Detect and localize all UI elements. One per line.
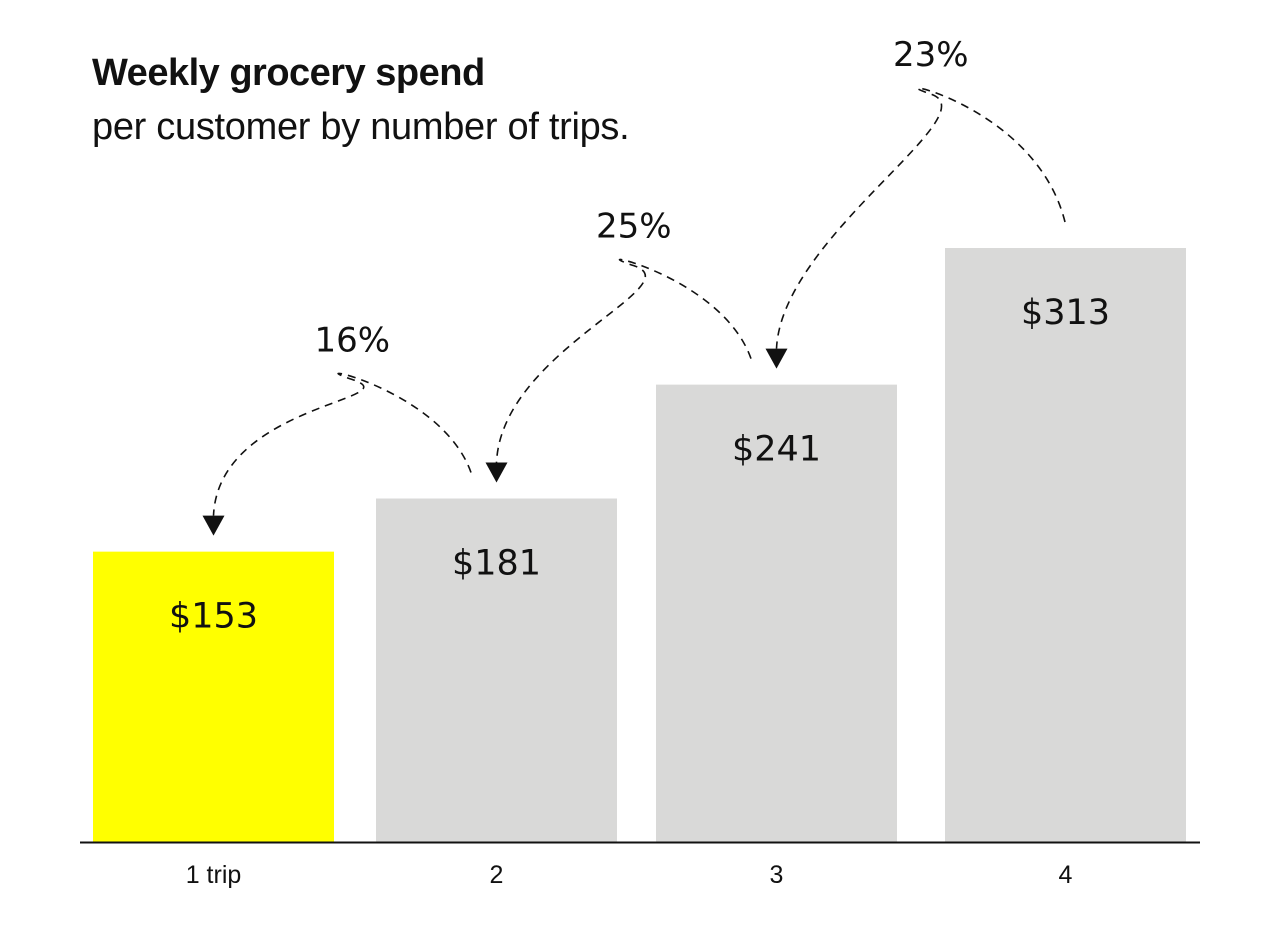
change-annotations-group: 16% 25% 23% [202, 35, 1066, 536]
change-arrow [495, 258, 752, 463]
bar-1 [93, 551, 334, 842]
arrowhead-icon [765, 348, 788, 369]
x-tick-label: 1 trip [186, 861, 242, 889]
arrowhead-icon [202, 515, 225, 536]
percent-change-label: 23% [893, 35, 969, 75]
change-arrow [775, 87, 1066, 349]
percent-change-label: 25% [596, 207, 672, 247]
percent-change-label: 16% [314, 321, 390, 361]
bar-value-label: $313 [1021, 293, 1110, 333]
x-tick-label: 4 [1059, 861, 1073, 889]
bar-2 [376, 498, 617, 842]
chart-title: Weekly grocery spend [92, 52, 485, 94]
x-tick-label: 3 [770, 861, 784, 889]
bar-value-label: $153 [169, 597, 258, 637]
chart-subtitle: per customer by number of trips. [92, 106, 630, 148]
bar-value-label: $241 [732, 430, 821, 470]
change-arrow [212, 372, 472, 516]
x-tick-label: 2 [490, 861, 504, 889]
bar-value-label: $181 [452, 544, 541, 584]
arrowhead-icon [485, 462, 508, 483]
bar-4 [945, 248, 1186, 842]
bars-group: $153 $181 $241 $313 [93, 248, 1186, 842]
bar-3 [656, 384, 897, 842]
x-axis-labels-group: 1 trip 2 3 4 [186, 861, 1073, 889]
